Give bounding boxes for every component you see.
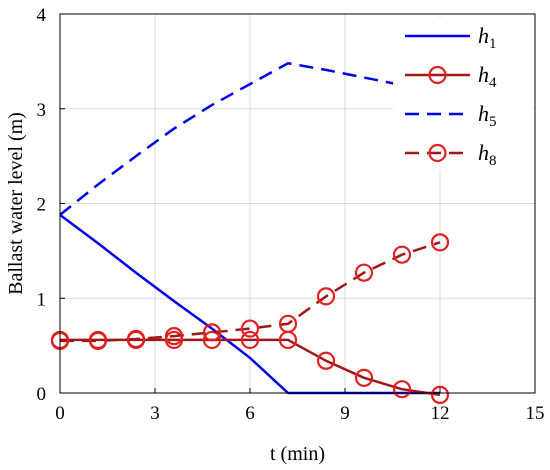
legend-name: h <box>478 62 489 87</box>
series-layer <box>50 61 450 404</box>
data-point <box>202 323 222 342</box>
legend-subscript: 1 <box>489 36 497 52</box>
legend-subscript: 5 <box>489 114 497 130</box>
data-point <box>240 319 260 338</box>
legend-subscript: 4 <box>489 75 497 91</box>
series-line <box>60 338 441 397</box>
y-tick-label: 3 <box>37 100 47 121</box>
x-tick-label: 9 <box>340 403 350 424</box>
data-point <box>316 351 336 370</box>
x-tick-label: 15 <box>526 403 545 424</box>
legend-entry: h5 <box>405 101 497 130</box>
series-h5 <box>59 61 441 216</box>
data-point <box>88 331 108 350</box>
x-tick-label: 3 <box>150 403 160 424</box>
x-axis-label: t (min) <box>270 443 325 465</box>
legend-box <box>393 18 533 170</box>
legend-label: h8 <box>478 140 497 169</box>
legend-subscript: 8 <box>489 153 497 169</box>
data-point <box>164 327 184 346</box>
x-tick-label: 0 <box>55 403 65 424</box>
data-point <box>392 245 412 264</box>
x-tick-label: 12 <box>431 403 450 424</box>
legend-label: h5 <box>478 101 497 130</box>
y-axis-label: Ballast water level (m) <box>5 112 27 295</box>
data-point <box>392 380 412 399</box>
y-tick-label: 4 <box>37 5 47 26</box>
series-h8 <box>50 233 450 350</box>
legend-entry: h4 <box>405 62 497 91</box>
data-point <box>430 233 450 252</box>
data-point <box>354 263 374 282</box>
legend-marker <box>428 65 447 85</box>
legend-entry: h1 <box>405 23 497 52</box>
series-line <box>60 241 441 343</box>
data-point <box>240 330 260 350</box>
data-point <box>316 287 336 306</box>
legend-label: h1 <box>478 23 497 52</box>
legend-name: h <box>478 23 489 48</box>
legend-name: h <box>478 140 489 165</box>
data-point <box>202 330 222 350</box>
y-tick-label: 0 <box>37 384 47 405</box>
data-point <box>354 368 374 387</box>
data-point <box>126 329 146 349</box>
data-point <box>278 314 298 333</box>
legend-entry: h8 <box>405 140 497 169</box>
y-tick-label: 1 <box>37 289 47 310</box>
legend-label: h4 <box>478 62 497 91</box>
series-line <box>59 61 441 216</box>
y-tick-label: 2 <box>37 195 47 216</box>
x-tick-label: 6 <box>245 403 255 424</box>
data-point <box>430 385 450 404</box>
legend-name: h <box>478 101 489 126</box>
legend-marker <box>428 143 447 163</box>
